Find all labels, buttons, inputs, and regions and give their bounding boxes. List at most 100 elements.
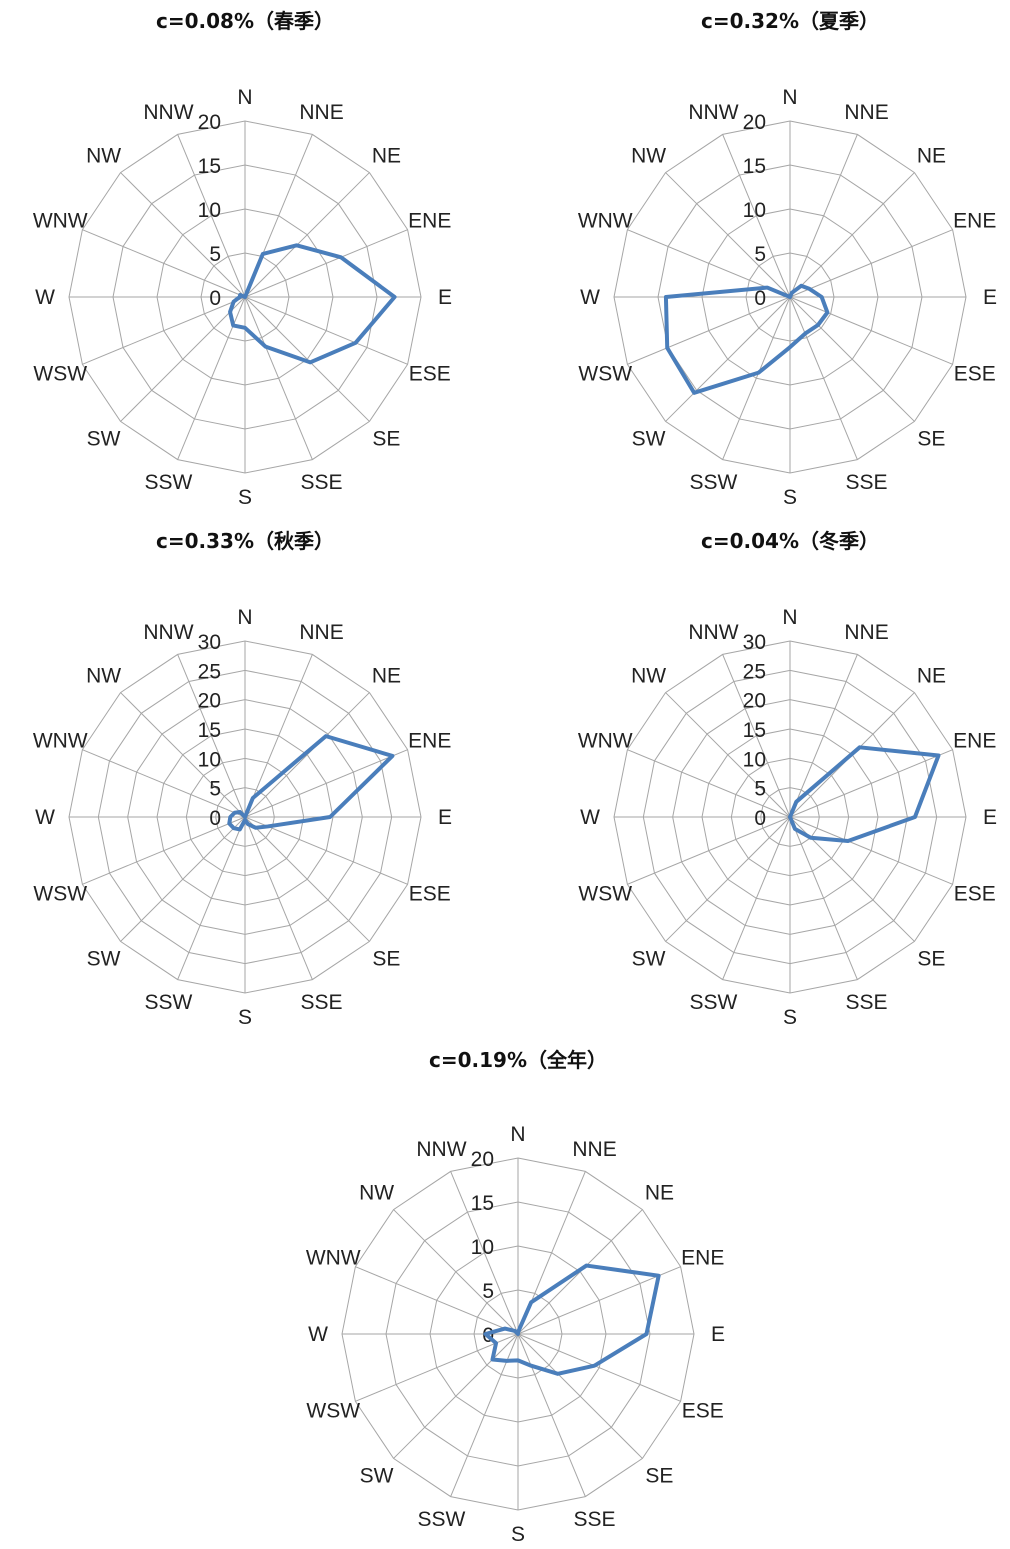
direction-label-s: S	[511, 1523, 525, 1546]
direction-label-s: S	[783, 486, 797, 509]
spoke-ene	[789, 749, 953, 818]
spoke-wsw	[82, 296, 246, 365]
direction-label-nnw: NNW	[688, 621, 738, 644]
radial-tick-label: 15	[743, 155, 766, 178]
spoke-ne	[244, 172, 370, 298]
spoke-sw	[665, 296, 791, 422]
radial-tick-label: 15	[743, 719, 766, 742]
spoke-ese	[517, 1333, 681, 1402]
direction-label-nw: NW	[631, 145, 666, 168]
direction-label-ene: ENE	[408, 729, 451, 752]
direction-label-nnw: NNW	[143, 101, 193, 124]
spoke-se	[244, 816, 370, 942]
spoke-wnw	[627, 749, 791, 818]
radial-tick-label: 15	[198, 155, 221, 178]
direction-label-wsw: WSW	[578, 363, 632, 386]
direction-label-e: E	[983, 806, 997, 829]
spoke-ssw	[722, 816, 791, 980]
spoke-wsw	[355, 1333, 519, 1402]
direction-label-se: SE	[372, 427, 400, 450]
radial-tick-label: 0	[209, 287, 221, 310]
direction-label-n: N	[237, 606, 252, 629]
wind-rose-winter: N NNE NE ENE E ESE SE SSE S SSW SW WSW W WNW NW NNW 0 5 10…	[578, 606, 997, 1029]
spoke-nw	[665, 172, 791, 298]
chart-title-spring: c=0.08%（春季）	[156, 9, 334, 33]
direction-label-ssw: SSW	[418, 1508, 466, 1531]
radial-tick-label: 5	[209, 778, 221, 801]
direction-label-w: W	[308, 1323, 328, 1346]
radial-tick-label: 20	[743, 690, 766, 713]
spoke-ese	[244, 296, 408, 365]
direction-label-s: S	[238, 1006, 252, 1029]
direction-label-nnw: NNW	[143, 621, 193, 644]
wind-rose-summer: N NNE NE ENE E ESE SE SSE S SSW SW WSW W WNW NW NNW 0 5 10…	[578, 86, 997, 509]
spoke-sse	[789, 816, 858, 980]
direction-label-ese: ESE	[409, 883, 451, 906]
wind-rose-panel-spring: c=0.08%（春季） N NNE NE ENE E ESE SE SSE S SSW SW WSW W…	[0, 5, 490, 515]
spoke-wsw	[82, 816, 246, 885]
spoke-ssw	[177, 816, 246, 980]
direction-label-ene: ENE	[681, 1246, 724, 1269]
radial-tick-label: 0	[754, 807, 766, 830]
direction-label-ssw: SSW	[690, 991, 738, 1014]
wind-rose-panel-summer: c=0.32%（夏季） N NNE NE ENE E ESE SE SSE S SSW SW WSW W…	[545, 5, 1010, 515]
spoke-sw	[120, 816, 246, 942]
direction-label-sse: SSE	[846, 991, 888, 1014]
radial-tick-label: 20	[198, 690, 221, 713]
direction-label-wnw: WNW	[306, 1246, 361, 1269]
series-line	[228, 243, 397, 365]
spoke-se	[517, 1333, 643, 1459]
direction-label-se: SE	[917, 947, 945, 970]
spoke-sse	[244, 296, 313, 460]
spoke-ssw	[177, 296, 246, 460]
spoke-sw	[120, 296, 246, 422]
direction-label-sw: SW	[87, 427, 121, 450]
wind-rose-panel-annual: c=0.19%（全年） N NNE NE ENE E ESE SE SSE S SSW SW WSW W…	[273, 1044, 763, 1549]
direction-label-nw: NW	[631, 665, 666, 688]
direction-label-n: N	[237, 86, 252, 109]
spoke-nnw	[177, 134, 246, 298]
spoke-nnw	[177, 654, 246, 818]
direction-label-w: W	[580, 286, 600, 309]
radial-tick-label: 25	[743, 660, 766, 683]
radial-tick-label: 15	[471, 1192, 494, 1215]
chart-title-summer: c=0.32%（夏季）	[701, 9, 879, 33]
radial-tick-label: 20	[743, 111, 766, 134]
direction-label-ne: NE	[372, 145, 401, 168]
spoke-nnw	[450, 1171, 519, 1335]
direction-label-n: N	[782, 606, 797, 629]
spoke-wnw	[82, 749, 246, 818]
direction-label-wsw: WSW	[578, 883, 632, 906]
radial-tick-label: 10	[471, 1236, 494, 1259]
direction-label-wnw: WNW	[33, 729, 88, 752]
direction-label-e: E	[438, 806, 452, 829]
direction-label-se: SE	[372, 947, 400, 970]
series-line	[227, 734, 395, 832]
wind-rose-autumn: N NNE NE ENE E ESE SE SSE S SSW SW WSW W WNW NW NNW 0 5 10…	[33, 606, 452, 1029]
direction-label-sw: SW	[360, 1464, 394, 1487]
direction-label-e: E	[983, 286, 997, 309]
spoke-nne	[789, 654, 858, 818]
radial-tick-label: 20	[198, 111, 221, 134]
spoke-nw	[120, 692, 246, 818]
direction-label-nne: NNE	[844, 101, 888, 124]
direction-label-ene: ENE	[953, 729, 996, 752]
spoke-sse	[244, 816, 313, 980]
direction-label-nnw: NNW	[688, 101, 738, 124]
spoke-nnw	[722, 654, 791, 818]
direction-label-nne: NNE	[299, 621, 343, 644]
radial-tick-label: 10	[198, 199, 221, 222]
radial-tick-label: 0	[209, 807, 221, 830]
radial-tick-label: 30	[198, 631, 221, 654]
spoke-sw	[393, 1333, 519, 1459]
direction-label-ene: ENE	[953, 209, 996, 232]
direction-label-wnw: WNW	[33, 209, 88, 232]
direction-label-wnw: WNW	[578, 209, 633, 232]
direction-label-w: W	[580, 806, 600, 829]
spoke-sw	[665, 816, 791, 942]
spoke-nne	[789, 134, 858, 298]
spoke-wsw	[627, 816, 791, 885]
direction-label-sse: SSE	[574, 1508, 616, 1531]
direction-label-sse: SSE	[846, 471, 888, 494]
direction-label-ese: ESE	[409, 363, 451, 386]
